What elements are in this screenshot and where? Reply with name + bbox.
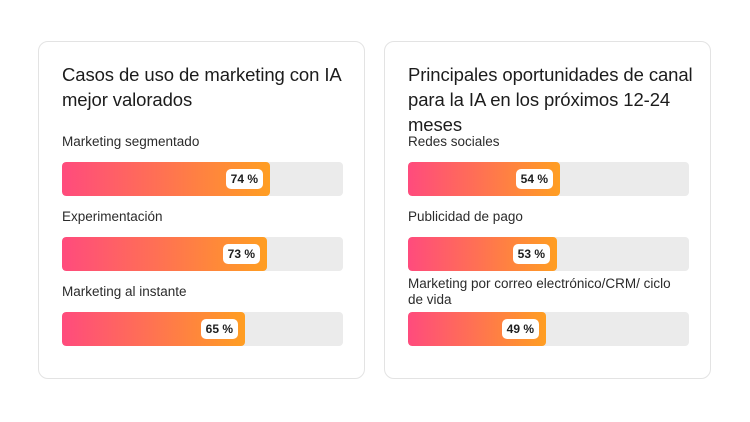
bar-track: 54 % xyxy=(408,162,689,196)
bar-track: 49 % xyxy=(408,312,689,346)
data-label: 74 % xyxy=(225,169,263,189)
bar-track: 73 % xyxy=(62,237,343,271)
category-label: Marketing segmentado xyxy=(62,134,200,149)
bar: 74 % xyxy=(62,162,270,196)
bar-track: 65 % xyxy=(62,312,343,346)
chart-card-channel-opportunities: Principales oportunidades de canal para … xyxy=(384,41,711,379)
bar: 49 % xyxy=(408,312,546,346)
chart-card-marketing-use-cases: Casos de uso de marketing con IA mejor v… xyxy=(38,41,365,379)
chart-title: Casos de uso de marketing con IA mejor v… xyxy=(62,64,341,110)
category-label: Marketing al instante xyxy=(62,284,187,299)
bar-track: 74 % xyxy=(62,162,343,196)
category-label: Experimentación xyxy=(62,209,163,224)
bar: 54 % xyxy=(408,162,560,196)
bar-track: 53 % xyxy=(408,237,689,271)
data-label: 54 % xyxy=(515,169,553,189)
bar: 65 % xyxy=(62,312,245,346)
category-label: Publicidad de pago xyxy=(408,209,523,224)
data-label: 53 % xyxy=(512,244,550,264)
bar: 53 % xyxy=(408,237,557,271)
category-label: Marketing por correo electrónico/CRM/ ci… xyxy=(408,276,671,307)
category-label: Redes sociales xyxy=(408,134,500,149)
data-label: 73 % xyxy=(222,244,260,264)
data-label: 49 % xyxy=(501,319,539,339)
data-label: 65 % xyxy=(200,319,238,339)
chart-title: Principales oportunidades de canal para … xyxy=(408,64,693,135)
bar: 73 % xyxy=(62,237,267,271)
